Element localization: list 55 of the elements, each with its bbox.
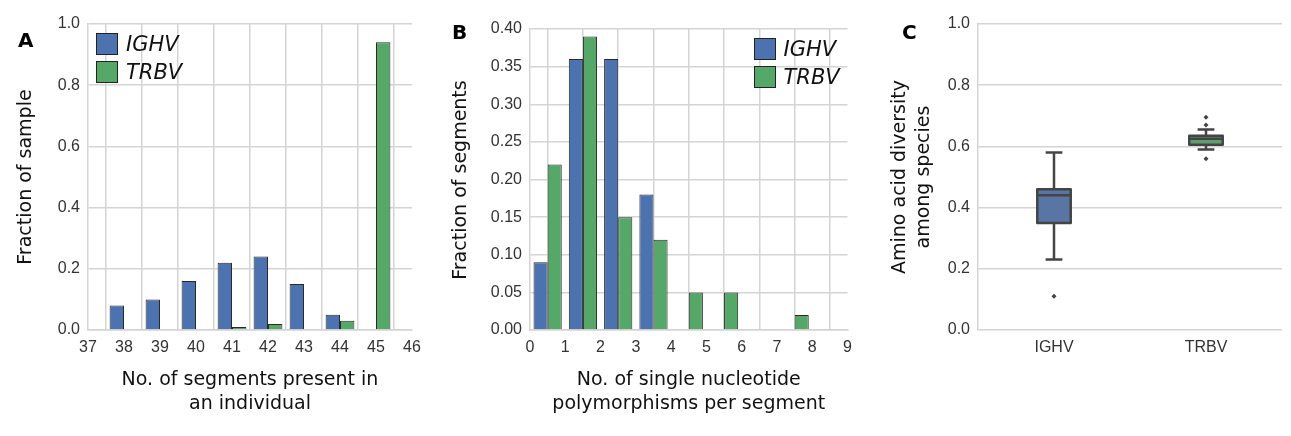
- y-tick-label: 0.20: [490, 169, 523, 187]
- x-tick-label: 2: [596, 338, 606, 356]
- y-axis-title: Fraction of sample: [13, 89, 35, 265]
- x-tick-label: 37: [79, 338, 97, 356]
- x-tick-label: 3: [631, 338, 641, 356]
- y-tick-label: 1.0: [57, 14, 81, 32]
- legend-label: IGHV: [126, 32, 179, 56]
- legend-label: TRBV: [126, 60, 183, 84]
- x-tick-label: 1: [560, 338, 570, 356]
- y-tick-label: 0.2: [947, 259, 971, 277]
- y-tick-label: 0.0: [57, 320, 81, 338]
- x-tick-label: 46: [403, 338, 421, 356]
- y-tick-label: 0.0: [947, 320, 971, 338]
- x-tick-label: 7: [772, 338, 782, 356]
- y-tick-label: 0.15: [490, 207, 523, 225]
- x-tick-label: 42: [259, 338, 277, 356]
- x-tick-label: 44: [331, 338, 349, 356]
- y-tick-label: 0.40: [490, 19, 523, 37]
- y-tick-label: 0.25: [490, 132, 523, 150]
- chart-title: C: [902, 20, 917, 44]
- x-tick-label: 40: [187, 338, 205, 356]
- x-axis-title: No. of single nucleotide polymorphisms per segment: [551, 366, 827, 414]
- x-tick-label: 6: [737, 338, 747, 356]
- legend-label: IGHV: [783, 37, 837, 61]
- y-tick-label: 0.8: [57, 75, 81, 93]
- x-tick-label: 0: [525, 338, 535, 356]
- y-tick-label: 0.05: [490, 282, 523, 300]
- chart-title: B: [452, 20, 468, 44]
- y-tick-label: 0.6: [947, 136, 971, 154]
- y-tick-label: 0.4: [947, 198, 971, 216]
- x-tick-label: 41: [223, 338, 241, 356]
- y-tick-label: 1.0: [947, 14, 971, 32]
- x-tick-label: 38: [115, 338, 133, 356]
- x-tick-label: 5: [701, 338, 711, 356]
- y-tick-label: 0.2: [57, 259, 81, 277]
- y-tick-label: 0.35: [490, 57, 523, 75]
- x-tick-label: 39: [151, 338, 169, 356]
- x-tick-label: 9: [843, 338, 853, 356]
- y-tick-label: 0.8: [947, 75, 971, 93]
- x-tick-label: IGHV: [1034, 338, 1074, 356]
- x-tick-label: 45: [367, 338, 385, 356]
- y-tick-label: 0.4: [57, 198, 81, 216]
- y-axis-title: Fraction of segments: [447, 79, 469, 280]
- y-tick-label: 0.6: [57, 136, 81, 154]
- x-axis-title: No. of segments present in an individual: [120, 366, 380, 414]
- y-tick-label: 0.00: [490, 320, 523, 338]
- y-axis-title: Amino acid diversity among species: [886, 79, 934, 276]
- x-tick-label: 4: [666, 338, 676, 356]
- legend-label: TRBV: [783, 65, 840, 89]
- y-tick-label: 0.10: [490, 245, 523, 263]
- x-tick-label: TRBV: [1184, 338, 1228, 356]
- chart-title: A: [18, 28, 34, 52]
- y-tick-label: 0.30: [490, 94, 523, 112]
- x-tick-label: 8: [807, 338, 817, 356]
- x-tick-label: 43: [295, 338, 313, 356]
